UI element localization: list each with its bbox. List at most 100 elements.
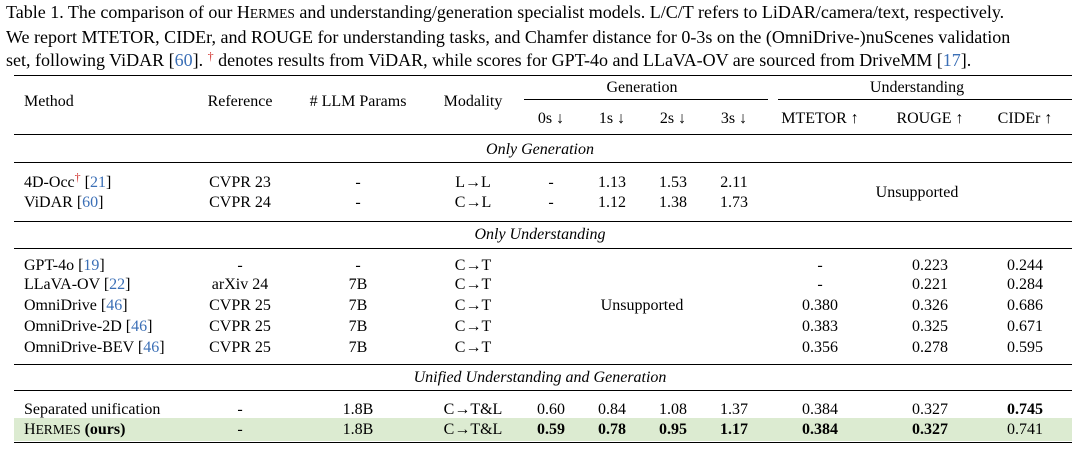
modality-cell: C→T&L bbox=[443, 401, 503, 418]
method-cell: OmniDrive [46] bbox=[24, 297, 128, 314]
method-cell: OmniDrive-BEV [46] bbox=[24, 339, 165, 356]
citation-link[interactable]: 17 bbox=[942, 50, 961, 70]
header-gen-3s: 3s ↓ bbox=[720, 110, 748, 127]
gen-1s-cell: 0.84 bbox=[598, 401, 626, 418]
reference-cell: CVPR 25 bbox=[209, 339, 271, 356]
header-rule bbox=[14, 134, 1072, 135]
gen-2s-cell: 1.38 bbox=[659, 194, 687, 211]
section-title-only-generation: Only Generation bbox=[486, 141, 594, 158]
method-cell: LLaVA-OV [22] bbox=[24, 276, 131, 293]
gen-2s-cell: 1.08 bbox=[659, 401, 687, 418]
cider-cell: 0.671 bbox=[1007, 318, 1043, 335]
mtetor-cell: 0.356 bbox=[802, 339, 838, 356]
mtetor-cell: - bbox=[817, 257, 823, 274]
reference-cell: - bbox=[237, 401, 243, 418]
cider-cell: 0.284 bbox=[1007, 276, 1043, 293]
citation-link[interactable]: 21 bbox=[89, 174, 106, 191]
gen-2s-cell: 0.95 bbox=[659, 421, 687, 438]
citation-link[interactable]: 22 bbox=[109, 276, 126, 293]
dagger-mark: † bbox=[74, 170, 81, 184]
citation-link[interactable]: 46 bbox=[143, 339, 160, 356]
rouge-cell: 0.278 bbox=[912, 339, 948, 356]
section-title-only-understanding: Only Understanding bbox=[474, 226, 606, 243]
gen-1s-cell: 1.13 bbox=[598, 174, 626, 191]
header-understanding: Understanding bbox=[869, 79, 965, 96]
rouge-cell: 0.327 bbox=[912, 401, 948, 418]
mtetor-cell: 0.384 bbox=[802, 421, 838, 438]
unsupported-generation: Unsupported bbox=[600, 297, 684, 314]
generation-subrule bbox=[524, 99, 768, 100]
mtetor-cell: 0.380 bbox=[802, 297, 838, 314]
header-modality: Modality bbox=[443, 93, 503, 110]
gen-3s-cell: 1.73 bbox=[720, 194, 748, 211]
modality-cell: C→T bbox=[454, 276, 492, 293]
mtetor-cell: - bbox=[817, 276, 823, 293]
rouge-cell: 0.221 bbox=[912, 276, 948, 293]
modality-cell: C→T bbox=[454, 318, 492, 335]
header-gen-0s: 0s ↓ bbox=[537, 110, 565, 127]
rouge-cell: 0.223 bbox=[912, 257, 948, 274]
citation-link[interactable]: 60 bbox=[174, 50, 193, 70]
gen-0s-cell: 0.60 bbox=[537, 401, 565, 418]
header-mtetor: MTETOR ↑ bbox=[781, 110, 859, 127]
gen-3s-cell: 1.37 bbox=[720, 401, 748, 418]
method-cell: ViDAR [60] bbox=[24, 194, 104, 211]
modality-cell: C→T bbox=[454, 297, 492, 314]
citation-link[interactable]: 19 bbox=[83, 257, 100, 274]
gen-3s-cell: 1.17 bbox=[720, 421, 748, 438]
params-cell: 7B bbox=[348, 276, 368, 293]
header-generation: Generation bbox=[606, 79, 678, 96]
modality-cell: C→L bbox=[454, 194, 492, 211]
reference-cell: - bbox=[237, 421, 243, 438]
header-gen-2s: 2s ↓ bbox=[659, 110, 687, 127]
header-method: Method bbox=[24, 93, 74, 110]
header-llm-params: # LLM Params bbox=[309, 93, 407, 110]
table-caption: Table 1. The comparison of our HERMES an… bbox=[6, 1, 1076, 75]
citation-link[interactable]: 60 bbox=[82, 194, 99, 211]
gen-3s-cell: 2.11 bbox=[720, 174, 748, 191]
citation-link[interactable]: 46 bbox=[131, 318, 148, 335]
cider-cell: 0.686 bbox=[1007, 297, 1043, 314]
header-reference: Reference bbox=[207, 93, 273, 110]
params-cell: - bbox=[355, 174, 361, 191]
gen-0s-cell: 0.59 bbox=[537, 421, 565, 438]
reference-cell: CVPR 24 bbox=[209, 194, 271, 211]
understanding-subrule bbox=[778, 99, 1072, 100]
reference-cell: CVPR 23 bbox=[209, 174, 271, 191]
method-cell: Separated unification bbox=[24, 401, 161, 418]
params-cell: 7B bbox=[348, 297, 368, 314]
section-rule bbox=[14, 221, 1072, 222]
caption-line-1: Table 1. The comparison of our HERMES an… bbox=[6, 2, 1005, 22]
params-cell: - bbox=[355, 194, 361, 211]
params-cell: 1.8B bbox=[342, 401, 374, 418]
params-cell: - bbox=[355, 257, 361, 274]
gen-0s-cell: - bbox=[548, 194, 554, 211]
rouge-cell: 0.326 bbox=[912, 297, 948, 314]
section-rule bbox=[14, 162, 1072, 163]
params-cell: 7B bbox=[348, 339, 368, 356]
gen-1s-cell: 0.78 bbox=[598, 421, 626, 438]
reference-cell: arXiv 24 bbox=[211, 276, 269, 293]
citation-link[interactable]: 46 bbox=[106, 297, 123, 314]
section-rule bbox=[14, 390, 1072, 391]
cider-cell: 0.745 bbox=[1007, 401, 1043, 418]
caption-line-2: We report MTETOR, CIDEr, and ROUGE for u… bbox=[6, 26, 1011, 47]
header-cider: CIDEr ↑ bbox=[997, 110, 1053, 127]
section-title-unified: Unified Understanding and Generation bbox=[413, 369, 667, 386]
modality-cell: L→L bbox=[455, 174, 491, 191]
gen-0s-cell: - bbox=[548, 174, 554, 191]
cider-cell: 0.595 bbox=[1007, 339, 1043, 356]
gen-2s-cell: 1.53 bbox=[659, 174, 687, 191]
params-cell: 1.8B bbox=[342, 421, 374, 438]
section-rule bbox=[14, 364, 1072, 365]
rouge-cell: 0.327 bbox=[912, 421, 948, 438]
header-gen-1s: 1s ↓ bbox=[598, 110, 626, 127]
dagger-mark: † bbox=[207, 49, 214, 63]
gen-1s-cell: 1.12 bbox=[598, 194, 626, 211]
params-cell: 7B bbox=[348, 318, 368, 335]
reference-cell: CVPR 25 bbox=[209, 297, 271, 314]
bottom-rule bbox=[14, 442, 1072, 443]
ours-row-highlight bbox=[14, 418, 1072, 441]
method-cell: 4D-Occ† [21] bbox=[24, 170, 112, 191]
method-cell: OmniDrive-2D [46] bbox=[24, 318, 153, 335]
